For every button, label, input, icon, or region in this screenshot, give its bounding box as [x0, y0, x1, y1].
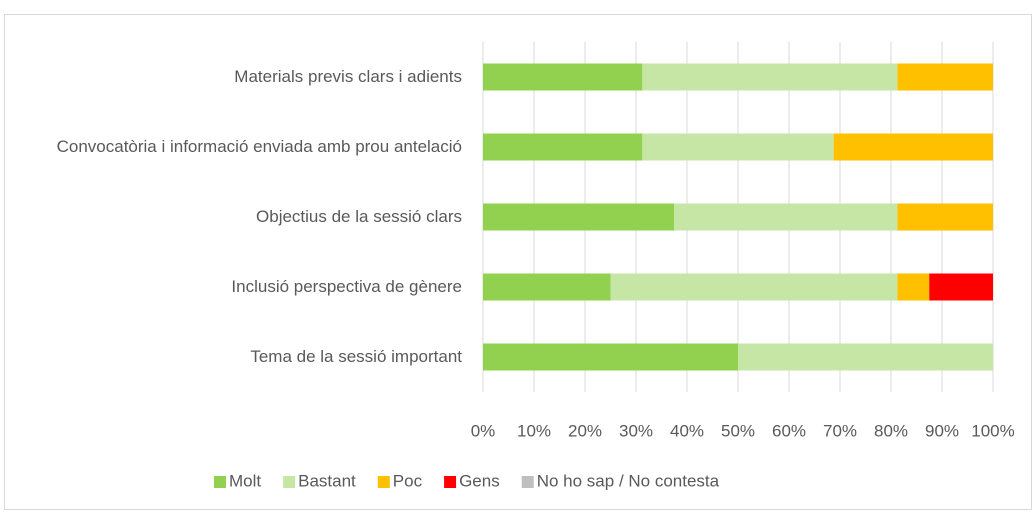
bar-segment [483, 273, 611, 301]
legend-swatch [283, 476, 296, 488]
legend-label: Poc [393, 471, 423, 490]
bar-segment [833, 133, 993, 161]
legend-label: No ho sap / No contesta [537, 471, 720, 490]
legend-label: Bastant [298, 471, 356, 490]
y-tick-label: Convocatòria i informació enviada amb pr… [56, 137, 462, 156]
y-tick-label: Inclusió perspectiva de gènere [231, 277, 462, 296]
x-tick-label: 80% [874, 421, 908, 440]
bar-segment [929, 273, 993, 301]
y-tick-label: Tema de la sessió important [250, 347, 462, 366]
bar-segment [897, 273, 930, 301]
bar-segment [483, 343, 738, 371]
bar-segment [610, 273, 898, 301]
legend-label: Molt [229, 471, 261, 490]
legend-swatch [521, 476, 534, 488]
bar-segment [738, 343, 993, 371]
y-tick-label: Materials previs clars i adients [234, 67, 462, 86]
x-tick-label: 100% [971, 421, 1014, 440]
x-tick-label: 0% [471, 421, 496, 440]
bar-segment [897, 203, 993, 231]
legend-swatch [377, 476, 390, 488]
x-tick-label: 20% [568, 421, 602, 440]
x-tick-label: 10% [517, 421, 551, 440]
bar-segment [897, 63, 993, 91]
y-tick-label: Objectius de la sessió clars [256, 207, 462, 226]
x-tick-label: 30% [619, 421, 653, 440]
bar-segment [642, 63, 898, 91]
x-tick-label: 60% [772, 421, 806, 440]
bar-segment [674, 203, 898, 231]
bar-segment [483, 203, 675, 231]
x-tick-label: 90% [925, 421, 959, 440]
bar-segment [483, 133, 643, 161]
x-tick-label: 40% [670, 421, 704, 440]
chart-border [4, 14, 1032, 510]
legend-label: Gens [459, 471, 500, 490]
x-tick-label: 50% [721, 421, 755, 440]
legend-swatch [444, 476, 457, 488]
x-tick-label: 70% [823, 421, 857, 440]
bar-segment [642, 133, 834, 161]
bar-segment [483, 63, 643, 91]
legend-swatch [214, 476, 226, 488]
